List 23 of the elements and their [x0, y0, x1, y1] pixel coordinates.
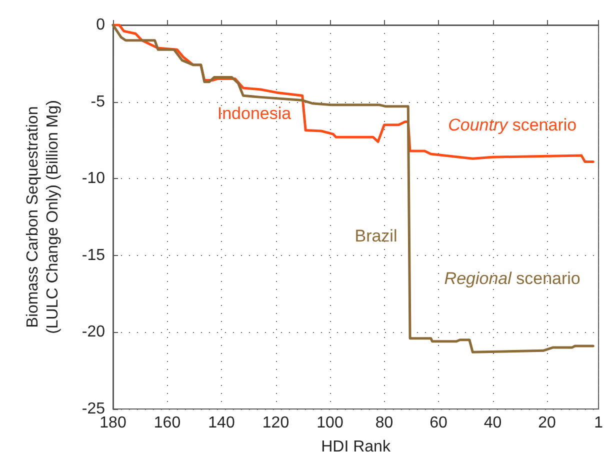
- x-axis-title: HDI Rank: [321, 438, 392, 456]
- x-tick-label: 180: [100, 414, 126, 432]
- x-tick-label: 1: [594, 414, 604, 432]
- annotation: Brazil: [354, 226, 398, 246]
- x-tick-label: 20: [538, 414, 556, 432]
- y-tick-label: -25: [82, 400, 106, 418]
- x-tick-label: 40: [484, 414, 502, 432]
- x-tick-label: 160: [154, 414, 181, 432]
- y-tick-label: 0: [96, 16, 106, 34]
- annotation: Indonesia: [217, 104, 292, 123]
- y-tick-label: -20: [82, 324, 106, 341]
- y-axis-title: Biomass Carbon Sequestration (LULC Change Only) (Billion Mg): [24, 100, 62, 334]
- y-tick-label: -5: [90, 93, 106, 110]
- annotation: Regional scenario: [444, 268, 580, 288]
- x-tick-label: 100: [316, 414, 344, 432]
- annotation: Country scenario: [448, 115, 577, 134]
- y-tick-label: -10: [82, 170, 106, 188]
- y-tick-label: -15: [82, 246, 106, 264]
- line-series: [112, 24, 594, 354]
- x-tick-label: 120: [262, 414, 290, 432]
- x-tick-label: 60: [430, 414, 448, 432]
- x-tick-label: 140: [208, 414, 235, 432]
- x-tick-label: 80: [375, 414, 394, 432]
